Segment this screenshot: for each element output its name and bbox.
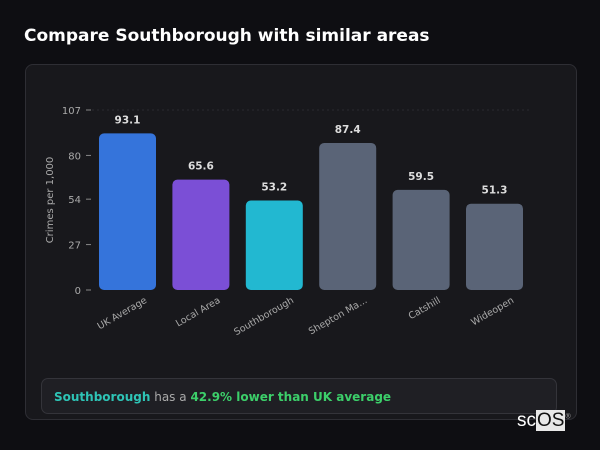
banner-text: has a bbox=[154, 390, 187, 404]
y-tick-label: 54 bbox=[68, 195, 81, 206]
scos-logo: scOS® bbox=[517, 410, 571, 431]
bar[interactable] bbox=[466, 203, 523, 290]
y-tick-label: 27 bbox=[68, 241, 81, 252]
x-tick-label: UK Average bbox=[96, 295, 149, 332]
x-tick-label: Shepton Ma... bbox=[307, 295, 369, 337]
bar[interactable] bbox=[319, 142, 377, 290]
y-axis-label: Crimes per 1,000 bbox=[45, 157, 56, 244]
data-label: 87.4 bbox=[335, 124, 361, 136]
x-tick-label: Local Area bbox=[174, 295, 222, 329]
data-label: 93.1 bbox=[115, 114, 141, 126]
data-label: 53.2 bbox=[261, 182, 287, 194]
bar[interactable] bbox=[392, 189, 450, 290]
data-label: 51.3 bbox=[482, 185, 508, 197]
comparison-highlight: 42.9% lower than UK average bbox=[190, 390, 392, 404]
bar[interactable] bbox=[245, 200, 303, 290]
data-label: 65.6 bbox=[188, 161, 214, 173]
x-tick-label: Southborough bbox=[232, 295, 296, 338]
x-tick-label: Catshill bbox=[407, 295, 443, 322]
y-tick-label: 0 bbox=[75, 286, 81, 297]
y-tick-label: 80 bbox=[68, 151, 81, 162]
data-label: 59.5 bbox=[408, 171, 434, 183]
bar[interactable] bbox=[99, 133, 156, 290]
page-title: Compare Southborough with similar areas bbox=[24, 26, 430, 46]
summary-banner: Southborough has a 42.9% lower than UK a… bbox=[41, 378, 557, 414]
y-tick-label: 107 bbox=[62, 106, 81, 117]
bar[interactable] bbox=[172, 179, 230, 290]
x-tick-label: Wideopen bbox=[469, 295, 516, 328]
area-name: Southborough bbox=[54, 390, 151, 404]
